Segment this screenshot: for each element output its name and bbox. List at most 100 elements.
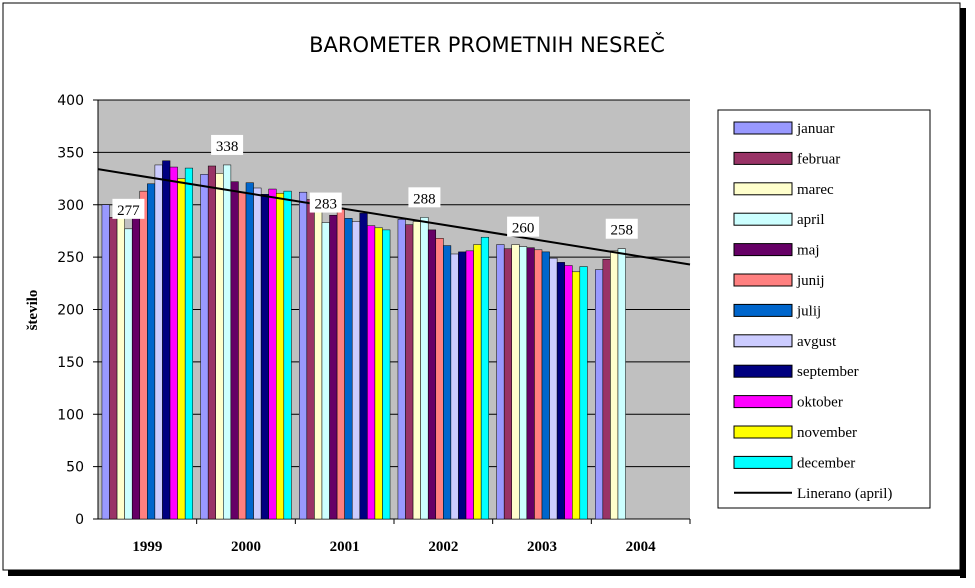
data-label: 260: [512, 221, 535, 237]
bar: [314, 211, 323, 520]
data-label: 258: [611, 223, 634, 239]
bar: [519, 246, 528, 520]
data-label: 277: [117, 203, 140, 219]
bar: [336, 208, 345, 520]
x-tick-label: 2001: [330, 539, 360, 555]
legend-swatch: [733, 121, 793, 135]
bar: [610, 250, 619, 520]
bar: [200, 174, 209, 520]
legend-swatch: [733, 364, 793, 378]
bar: [564, 265, 573, 520]
bar: [116, 213, 125, 520]
legend-label: april: [797, 212, 825, 228]
legend-swatch: [733, 334, 793, 348]
bar: [154, 164, 163, 520]
bar: [245, 182, 254, 520]
bar: [374, 227, 383, 520]
bar: [556, 262, 565, 520]
trend-line: [97, 168, 691, 266]
bar: [458, 251, 467, 520]
bar: [215, 173, 224, 520]
bar: [147, 183, 156, 520]
y-tick-label: 250: [57, 250, 84, 266]
y-tick-label: 300: [57, 198, 84, 214]
bar: [177, 178, 186, 520]
bar: [329, 214, 338, 520]
bar: [101, 204, 110, 520]
data-label-bg: [112, 198, 145, 219]
bar: [511, 244, 520, 520]
data-label-bg: [211, 134, 244, 155]
x-tick-label: 2004: [626, 539, 657, 555]
bar: [344, 218, 353, 520]
bar: [382, 229, 391, 520]
bar: [443, 245, 452, 520]
legend-label: junij: [796, 273, 825, 289]
bar: [541, 251, 550, 520]
legend-label: januar: [796, 121, 834, 137]
bar: [184, 167, 193, 520]
bar: [534, 249, 543, 520]
bar: [299, 191, 308, 520]
bar: [602, 258, 611, 520]
bar: [367, 225, 376, 520]
bar: [109, 217, 118, 520]
data-label-bg: [309, 192, 342, 213]
x-tick-label: 2002: [428, 539, 458, 555]
bar: [169, 166, 178, 520]
bar: [238, 191, 247, 520]
bar: [427, 229, 437, 520]
bar: [450, 253, 459, 520]
bar: [465, 250, 474, 520]
bar: [253, 187, 262, 520]
bar: [405, 224, 414, 520]
bar: [260, 194, 269, 520]
bar: [351, 221, 361, 520]
bar: [412, 221, 421, 520]
x-tick-label: 1999: [132, 539, 162, 555]
bar: [595, 269, 604, 520]
legend-label: avgust: [797, 334, 837, 350]
legend-swatch: [733, 243, 793, 257]
legend-label: september: [797, 364, 859, 380]
bar: [276, 192, 285, 520]
frame-shadow: [960, 8, 966, 578]
bar: [473, 244, 482, 520]
legend-label: maj: [797, 243, 820, 259]
bar: [321, 222, 330, 520]
bar: [230, 181, 239, 520]
legend-label: marec: [797, 182, 834, 198]
legend-swatch: [733, 212, 793, 226]
bar: [124, 228, 133, 520]
frame-shadow: [8, 570, 966, 576]
legend-swatch: [733, 273, 793, 287]
y-tick-label: 0: [75, 512, 84, 528]
y-axis-title: število: [25, 290, 41, 331]
bar: [139, 190, 148, 520]
bar: [397, 219, 406, 520]
legend-swatch: [733, 395, 793, 409]
data-label-bg: [408, 187, 441, 208]
bar: [480, 236, 489, 520]
data-label-bg: [507, 216, 540, 237]
legend-label: oktober: [797, 395, 843, 411]
legend-swatch: [733, 425, 793, 439]
data-label: 288: [413, 191, 436, 207]
bar: [306, 199, 315, 520]
legend-swatch: [733, 151, 793, 165]
legend-swatch: [733, 455, 793, 469]
y-tick-label: 150: [57, 355, 84, 371]
bar: [207, 165, 216, 520]
bar: [420, 217, 429, 520]
bar: [503, 248, 512, 520]
bar: [549, 257, 558, 520]
bar: [162, 160, 171, 520]
bar: [435, 238, 444, 520]
y-tick-label: 50: [66, 460, 84, 476]
chart-title: BAROMETER PROMETNIH NESREČ: [309, 32, 665, 57]
y-tick-label: 100: [57, 407, 84, 423]
bar: [572, 271, 581, 520]
legend-swatch: [733, 182, 793, 196]
